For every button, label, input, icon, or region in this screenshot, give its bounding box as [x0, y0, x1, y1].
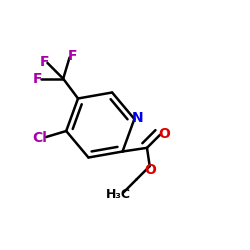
Text: N: N [132, 112, 143, 126]
Text: F: F [68, 49, 77, 63]
Text: Cl: Cl [32, 131, 47, 145]
Text: H₃C: H₃C [106, 188, 130, 201]
Text: F: F [32, 72, 42, 86]
Text: F: F [40, 55, 49, 69]
Text: O: O [158, 127, 170, 141]
Text: O: O [144, 163, 156, 177]
